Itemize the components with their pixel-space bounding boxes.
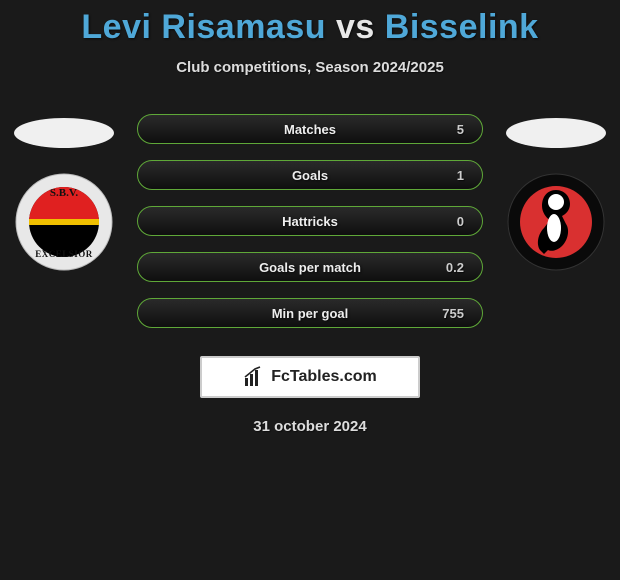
right-column	[501, 112, 611, 272]
infographic-root: Levi Risamasu vs Bisselink Club competit…	[0, 0, 620, 435]
stat-row: Goals 1	[137, 160, 483, 190]
brand-prefix: Fc	[271, 368, 290, 385]
brand-rest: Tables.com	[290, 368, 377, 385]
headline: Levi Risamasu vs Bisselink	[0, 8, 620, 47]
excelsior-crest-icon: S.B.V. EXCELSIOR	[14, 172, 114, 272]
stat-right-value: 0	[422, 214, 464, 229]
player2-photo-placeholder	[506, 118, 606, 148]
footer-date: 31 october 2024	[0, 418, 620, 435]
stat-label: Hattricks	[198, 214, 422, 229]
brand-text: FcTables.com	[271, 368, 377, 386]
player1-photo-placeholder	[14, 118, 114, 148]
stat-row: Hattricks 0	[137, 206, 483, 236]
stat-right-value: 755	[422, 306, 464, 321]
stat-label: Goals	[198, 168, 422, 183]
stat-right-value: 0.2	[422, 260, 464, 275]
brand-box: FcTables.com	[200, 356, 420, 398]
stat-label: Min per goal	[198, 306, 422, 321]
right-team-crest	[506, 172, 606, 272]
player2-name: Bisselink	[385, 8, 539, 46]
crest-text-bottom: EXCELSIOR	[35, 249, 93, 259]
vs-text: vs	[336, 8, 375, 46]
stat-right-value: 5	[422, 122, 464, 137]
stat-row: Matches 5	[137, 114, 483, 144]
player1-name: Levi Risamasu	[81, 8, 326, 46]
right-crest-icon	[506, 172, 606, 272]
stat-right-value: 1	[422, 168, 464, 183]
crest-text-top: S.B.V.	[50, 187, 78, 199]
stat-row: Min per goal 755	[137, 298, 483, 328]
barchart-icon	[243, 366, 265, 388]
subtitle: Club competitions, Season 2024/2025	[0, 59, 620, 76]
stat-row: Goals per match 0.2	[137, 252, 483, 282]
left-column: S.B.V. EXCELSIOR	[9, 112, 119, 272]
stat-label: Matches	[198, 122, 422, 137]
stats-panel: Matches 5 Goals 1 Hattricks 0 Goals per …	[137, 114, 483, 328]
stat-label: Goals per match	[198, 260, 422, 275]
left-team-crest: S.B.V. EXCELSIOR	[14, 172, 114, 272]
content-row: S.B.V. EXCELSIOR Matches 5 Goals 1 Hattr…	[0, 112, 620, 328]
